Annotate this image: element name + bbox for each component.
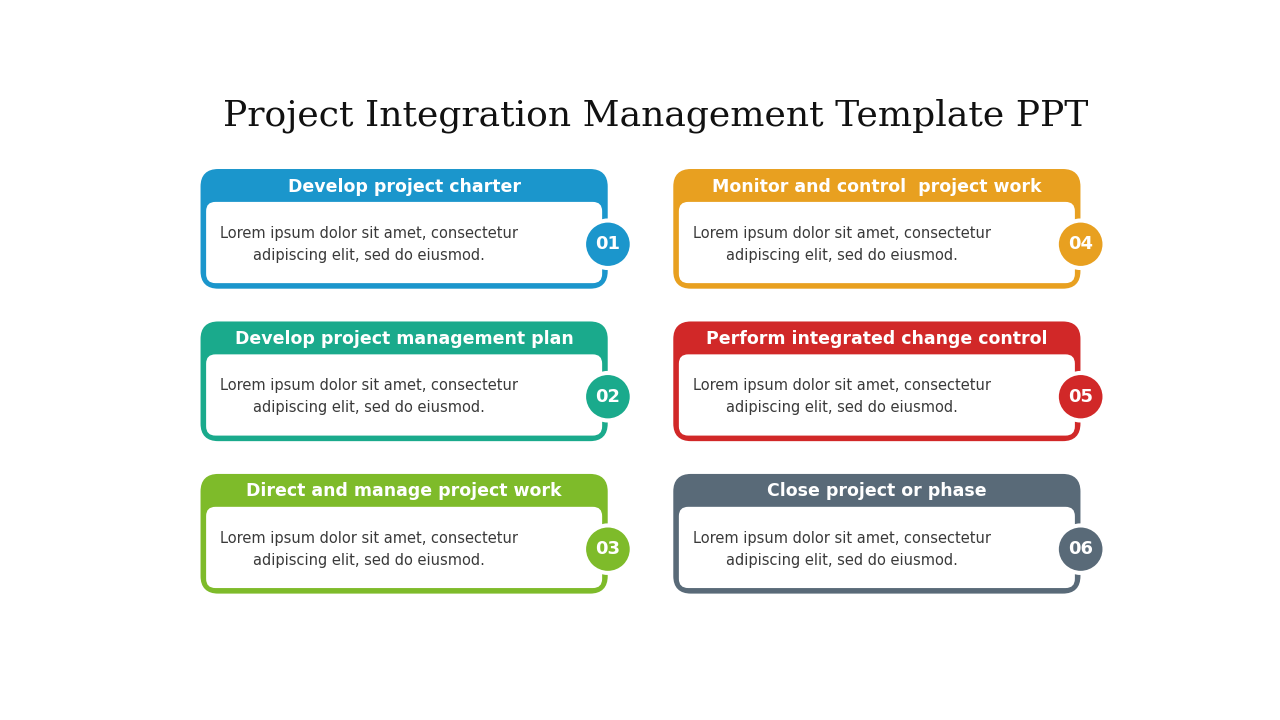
Text: Monitor and control  project work: Monitor and control project work bbox=[712, 178, 1042, 196]
Text: 02: 02 bbox=[595, 387, 621, 405]
Text: Develop project management plan: Develop project management plan bbox=[234, 330, 573, 348]
Text: Lorem ipsum dolor sit amet, consectetur
adipiscing elit, sed do eiusmod.: Lorem ipsum dolor sit amet, consectetur … bbox=[220, 378, 518, 415]
Text: Lorem ipsum dolor sit amet, consectetur
adipiscing elit, sed do eiusmod.: Lorem ipsum dolor sit amet, consectetur … bbox=[692, 531, 991, 568]
FancyBboxPatch shape bbox=[676, 171, 1078, 287]
FancyBboxPatch shape bbox=[206, 354, 602, 436]
Text: 06: 06 bbox=[1069, 540, 1093, 558]
Text: 04: 04 bbox=[1069, 235, 1093, 253]
Text: Direct and manage project work: Direct and manage project work bbox=[246, 482, 562, 500]
Text: Perform integrated change control: Perform integrated change control bbox=[707, 330, 1047, 348]
Circle shape bbox=[1057, 374, 1103, 420]
Circle shape bbox=[585, 374, 631, 420]
FancyBboxPatch shape bbox=[678, 354, 1075, 436]
Text: Project Integration Management Template PPT: Project Integration Management Template … bbox=[223, 99, 1089, 133]
Text: Close project or phase: Close project or phase bbox=[767, 482, 987, 500]
Text: 03: 03 bbox=[595, 540, 621, 558]
Text: Develop project charter: Develop project charter bbox=[288, 178, 521, 196]
Circle shape bbox=[1055, 218, 1107, 270]
Circle shape bbox=[1055, 371, 1107, 423]
FancyBboxPatch shape bbox=[678, 202, 1075, 283]
Text: 01: 01 bbox=[595, 235, 621, 253]
Circle shape bbox=[1055, 523, 1107, 575]
Circle shape bbox=[1057, 526, 1103, 572]
Circle shape bbox=[582, 218, 634, 270]
Text: 05: 05 bbox=[1069, 387, 1093, 405]
FancyBboxPatch shape bbox=[678, 507, 1075, 588]
FancyBboxPatch shape bbox=[202, 323, 605, 439]
FancyBboxPatch shape bbox=[206, 507, 602, 588]
Text: Lorem ipsum dolor sit amet, consectetur
adipiscing elit, sed do eiusmod.: Lorem ipsum dolor sit amet, consectetur … bbox=[692, 378, 991, 415]
Circle shape bbox=[585, 526, 631, 572]
Circle shape bbox=[582, 371, 634, 423]
Circle shape bbox=[582, 523, 634, 575]
Text: Lorem ipsum dolor sit amet, consectetur
adipiscing elit, sed do eiusmod.: Lorem ipsum dolor sit amet, consectetur … bbox=[220, 225, 518, 263]
FancyBboxPatch shape bbox=[202, 171, 605, 287]
Circle shape bbox=[1057, 222, 1103, 267]
FancyBboxPatch shape bbox=[676, 476, 1078, 592]
Circle shape bbox=[585, 222, 631, 267]
Text: Lorem ipsum dolor sit amet, consectetur
adipiscing elit, sed do eiusmod.: Lorem ipsum dolor sit amet, consectetur … bbox=[220, 531, 518, 568]
Text: Lorem ipsum dolor sit amet, consectetur
adipiscing elit, sed do eiusmod.: Lorem ipsum dolor sit amet, consectetur … bbox=[692, 225, 991, 263]
FancyBboxPatch shape bbox=[676, 323, 1078, 439]
FancyBboxPatch shape bbox=[206, 202, 602, 283]
FancyBboxPatch shape bbox=[202, 476, 605, 592]
